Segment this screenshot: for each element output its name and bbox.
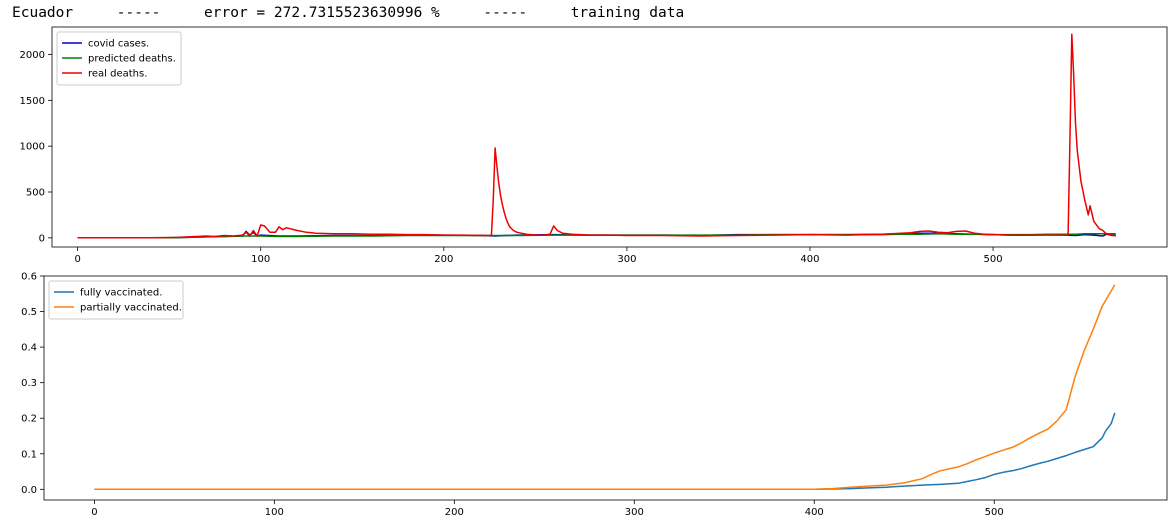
bottom-y-tick-label: 0.6 <box>21 272 37 283</box>
top-y-tick-label: 1500 <box>20 96 45 107</box>
bottom-x-tick-label: 200 <box>445 507 464 518</box>
bottom-legend-label: fully vaccinated. <box>80 288 162 299</box>
top-x-tick-label: 100 <box>251 254 270 265</box>
bottom-legend-label: partially vaccinated. <box>80 303 182 314</box>
bottom-y-tick-label: 0.0 <box>21 485 37 496</box>
bottom-y-tick-label: 0.1 <box>21 449 37 460</box>
bottom-y-tick-label: 0.2 <box>21 414 37 425</box>
bottom-y-tick-label: 0.5 <box>21 307 37 318</box>
top-legend <box>56 31 182 86</box>
top-legend-label: predicted deaths. <box>88 54 176 65</box>
bottom-x-tick-label: 500 <box>985 507 1004 518</box>
top-x-tick-label: 0 <box>74 254 80 265</box>
bottom-series-line-2 <box>94 284 1116 491</box>
bottom-x-tick-label: 400 <box>805 507 824 518</box>
bottom-chart: 0 100 200 300 400 500 0.0 0.1 0.2 0.3 0.4 0.5 0.6 ful… <box>21 272 1168 518</box>
top-x-tick-label: 400 <box>800 254 819 265</box>
top-x-tick-label: 200 <box>434 254 453 265</box>
top-y-tick-label: 2000 <box>20 50 45 61</box>
page-title: Ecuador ----- error = 272.7315523630996 … <box>12 5 685 21</box>
bottom-axes-frame <box>43 275 1168 501</box>
top-y-tick-label: 1000 <box>20 142 45 153</box>
top-series-line-3 <box>77 33 1116 239</box>
bottom-legend <box>48 280 184 320</box>
top-axes-frame <box>51 26 1168 248</box>
top-y-tick-label: 0 <box>39 233 45 244</box>
bottom-series-line-1 <box>94 412 1116 491</box>
bottom-x-tick-label: 100 <box>265 507 284 518</box>
top-legend-label: real deaths. <box>88 69 147 80</box>
bottom-x-tick-label: 300 <box>625 507 644 518</box>
top-chart: 0 100 200 300 400 500 0 500 1000 1500 2000 covid ca… <box>20 26 1168 265</box>
bottom-y-tick-label: 0.3 <box>21 378 37 389</box>
top-y-tick-label: 500 <box>26 188 45 199</box>
bottom-y-tick-label: 0.4 <box>21 343 37 354</box>
top-x-tick-label: 500 <box>984 254 1003 265</box>
top-legend-label: covid cases. <box>88 39 149 50</box>
top-x-tick-label: 300 <box>617 254 636 265</box>
bottom-x-tick-label: 0 <box>91 507 97 518</box>
